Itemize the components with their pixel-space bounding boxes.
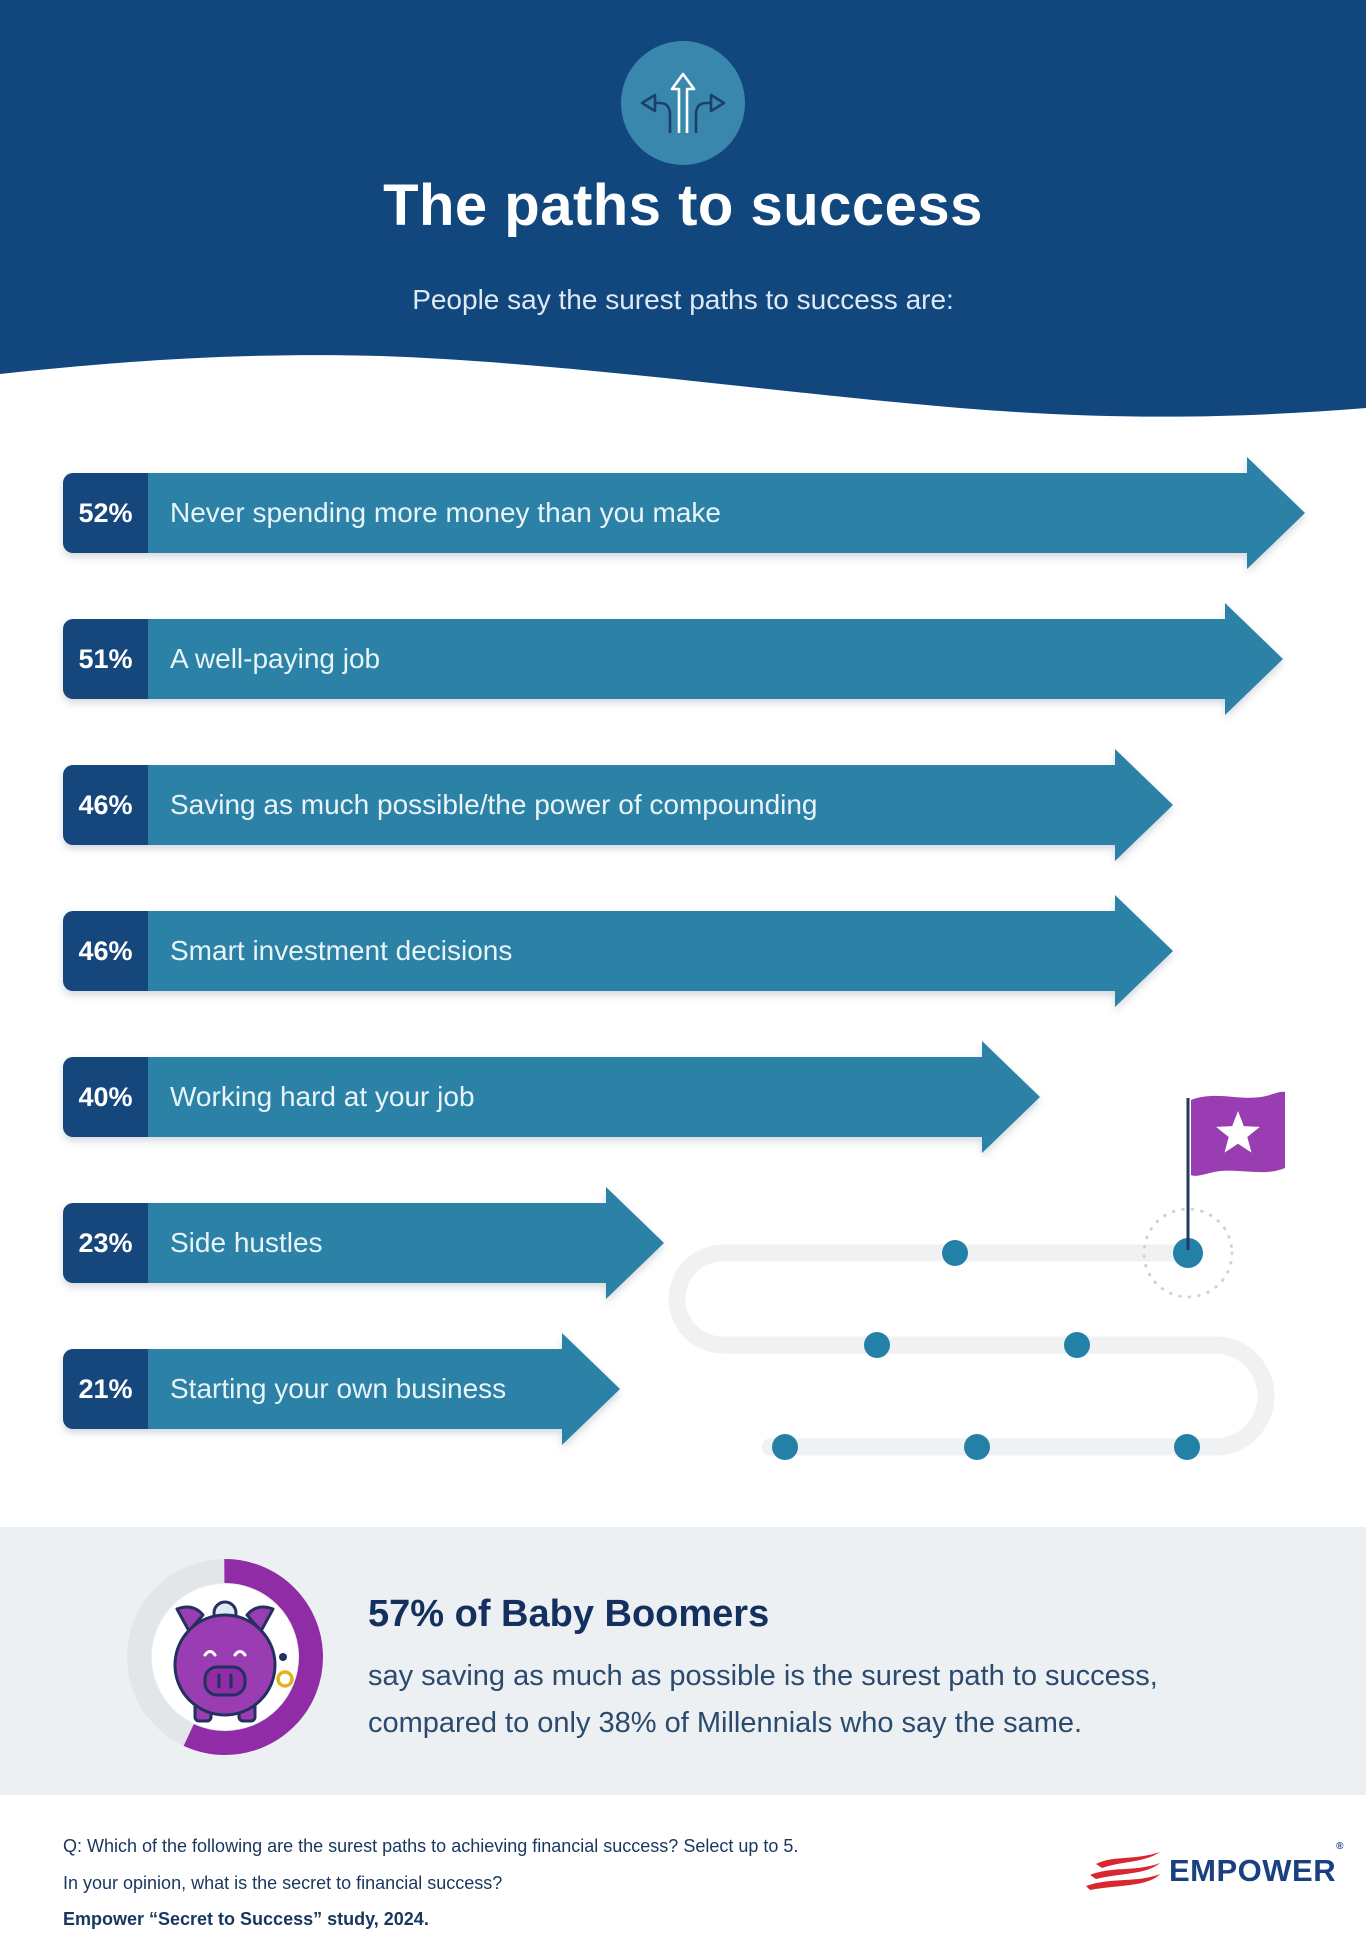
bar-percent-label: 52%	[63, 473, 148, 553]
page-title: The paths to success	[383, 173, 983, 238]
bar-body: Working hard at your job	[148, 1057, 982, 1137]
footnote-question-1: Q: Which of the following are the surest…	[63, 1836, 799, 1856]
bar-row: 21% Starting your own business	[63, 1333, 620, 1445]
bar-row: 23% Side hustles	[63, 1187, 664, 1299]
header-wave-background	[0, 0, 1366, 417]
stat-line-1: say saving as much as possible is the su…	[368, 1660, 1158, 1692]
bar-category-label: Starting your own business	[170, 1373, 507, 1404]
bar-row: 46% Saving as much possible/the power of …	[63, 749, 1173, 861]
empower-logo: EMPOWER®	[1086, 1841, 1344, 1894]
bar-percent-label: 40%	[63, 1057, 148, 1137]
empower-flag-mark-icon	[1086, 1852, 1160, 1890]
bar-arrowhead-icon	[1247, 457, 1305, 569]
bar-body: Never spending more money than you make	[148, 473, 1247, 553]
footnote-question-2: In your opinion, what is the secret to f…	[63, 1873, 503, 1893]
bar-percent-label: 46%	[63, 765, 148, 845]
empower-wordmark: EMPOWER®	[1169, 1841, 1344, 1888]
bar-category-label: Side hustles	[170, 1227, 323, 1258]
bar-percent-label: 21%	[63, 1349, 148, 1429]
bar-row: 51% A well-paying job	[63, 603, 1283, 715]
registered-mark: ®	[1336, 1841, 1344, 1852]
bar-body: A well-paying job	[148, 619, 1225, 699]
bar-arrowhead-icon	[1115, 749, 1173, 861]
bar-row: 46% Smart investment decisions	[63, 895, 1173, 1007]
page-subtitle: People say the surest paths to success a…	[412, 284, 954, 315]
footnote-source: Empower “Secret to Success” study, 2024.	[63, 1909, 429, 1929]
bar-category-label: Working hard at your job	[170, 1081, 475, 1112]
bar-percent-label: 23%	[63, 1203, 148, 1283]
bar-category-label: Saving as much possible/the power of com…	[170, 789, 818, 820]
flag-star	[1216, 1111, 1260, 1153]
milestone-dots	[772, 1238, 1203, 1460]
goal-path-graphic	[668, 1091, 1285, 1460]
bar-percent-label: 51%	[63, 619, 148, 699]
bar-category-label: Smart investment decisions	[170, 935, 513, 966]
goal-dotted-circle	[1142, 1207, 1234, 1299]
bar-row: 52% Never spending more money than you ma…	[63, 457, 1305, 569]
bar-arrowhead-icon	[1225, 603, 1283, 715]
piggy-bank-icon	[173, 1600, 294, 1723]
bar-percent-label: 46%	[63, 911, 148, 991]
three-way-directions-icon	[621, 41, 745, 165]
bar-category-label: A well-paying job	[170, 643, 381, 674]
stat-line-2: compared to only 38% of Millennials who …	[368, 1707, 1083, 1739]
bar-body: Side hustles	[148, 1203, 606, 1283]
bar-category-label: Never spending more money than you make	[170, 497, 721, 528]
bar-body: Smart investment decisions	[148, 911, 1115, 991]
path-road	[668, 1244, 1275, 1456]
stat-headline: 57% of Baby Boomers	[368, 1593, 770, 1635]
bar-body: Starting your own business	[148, 1349, 562, 1429]
bar-body: Saving as much possible/the power of com…	[148, 765, 1115, 845]
bar-arrowhead-icon	[1115, 895, 1173, 1007]
bar-row: 40% Working hard at your job	[63, 1041, 1040, 1153]
donut-57-percent	[127, 1559, 323, 1755]
